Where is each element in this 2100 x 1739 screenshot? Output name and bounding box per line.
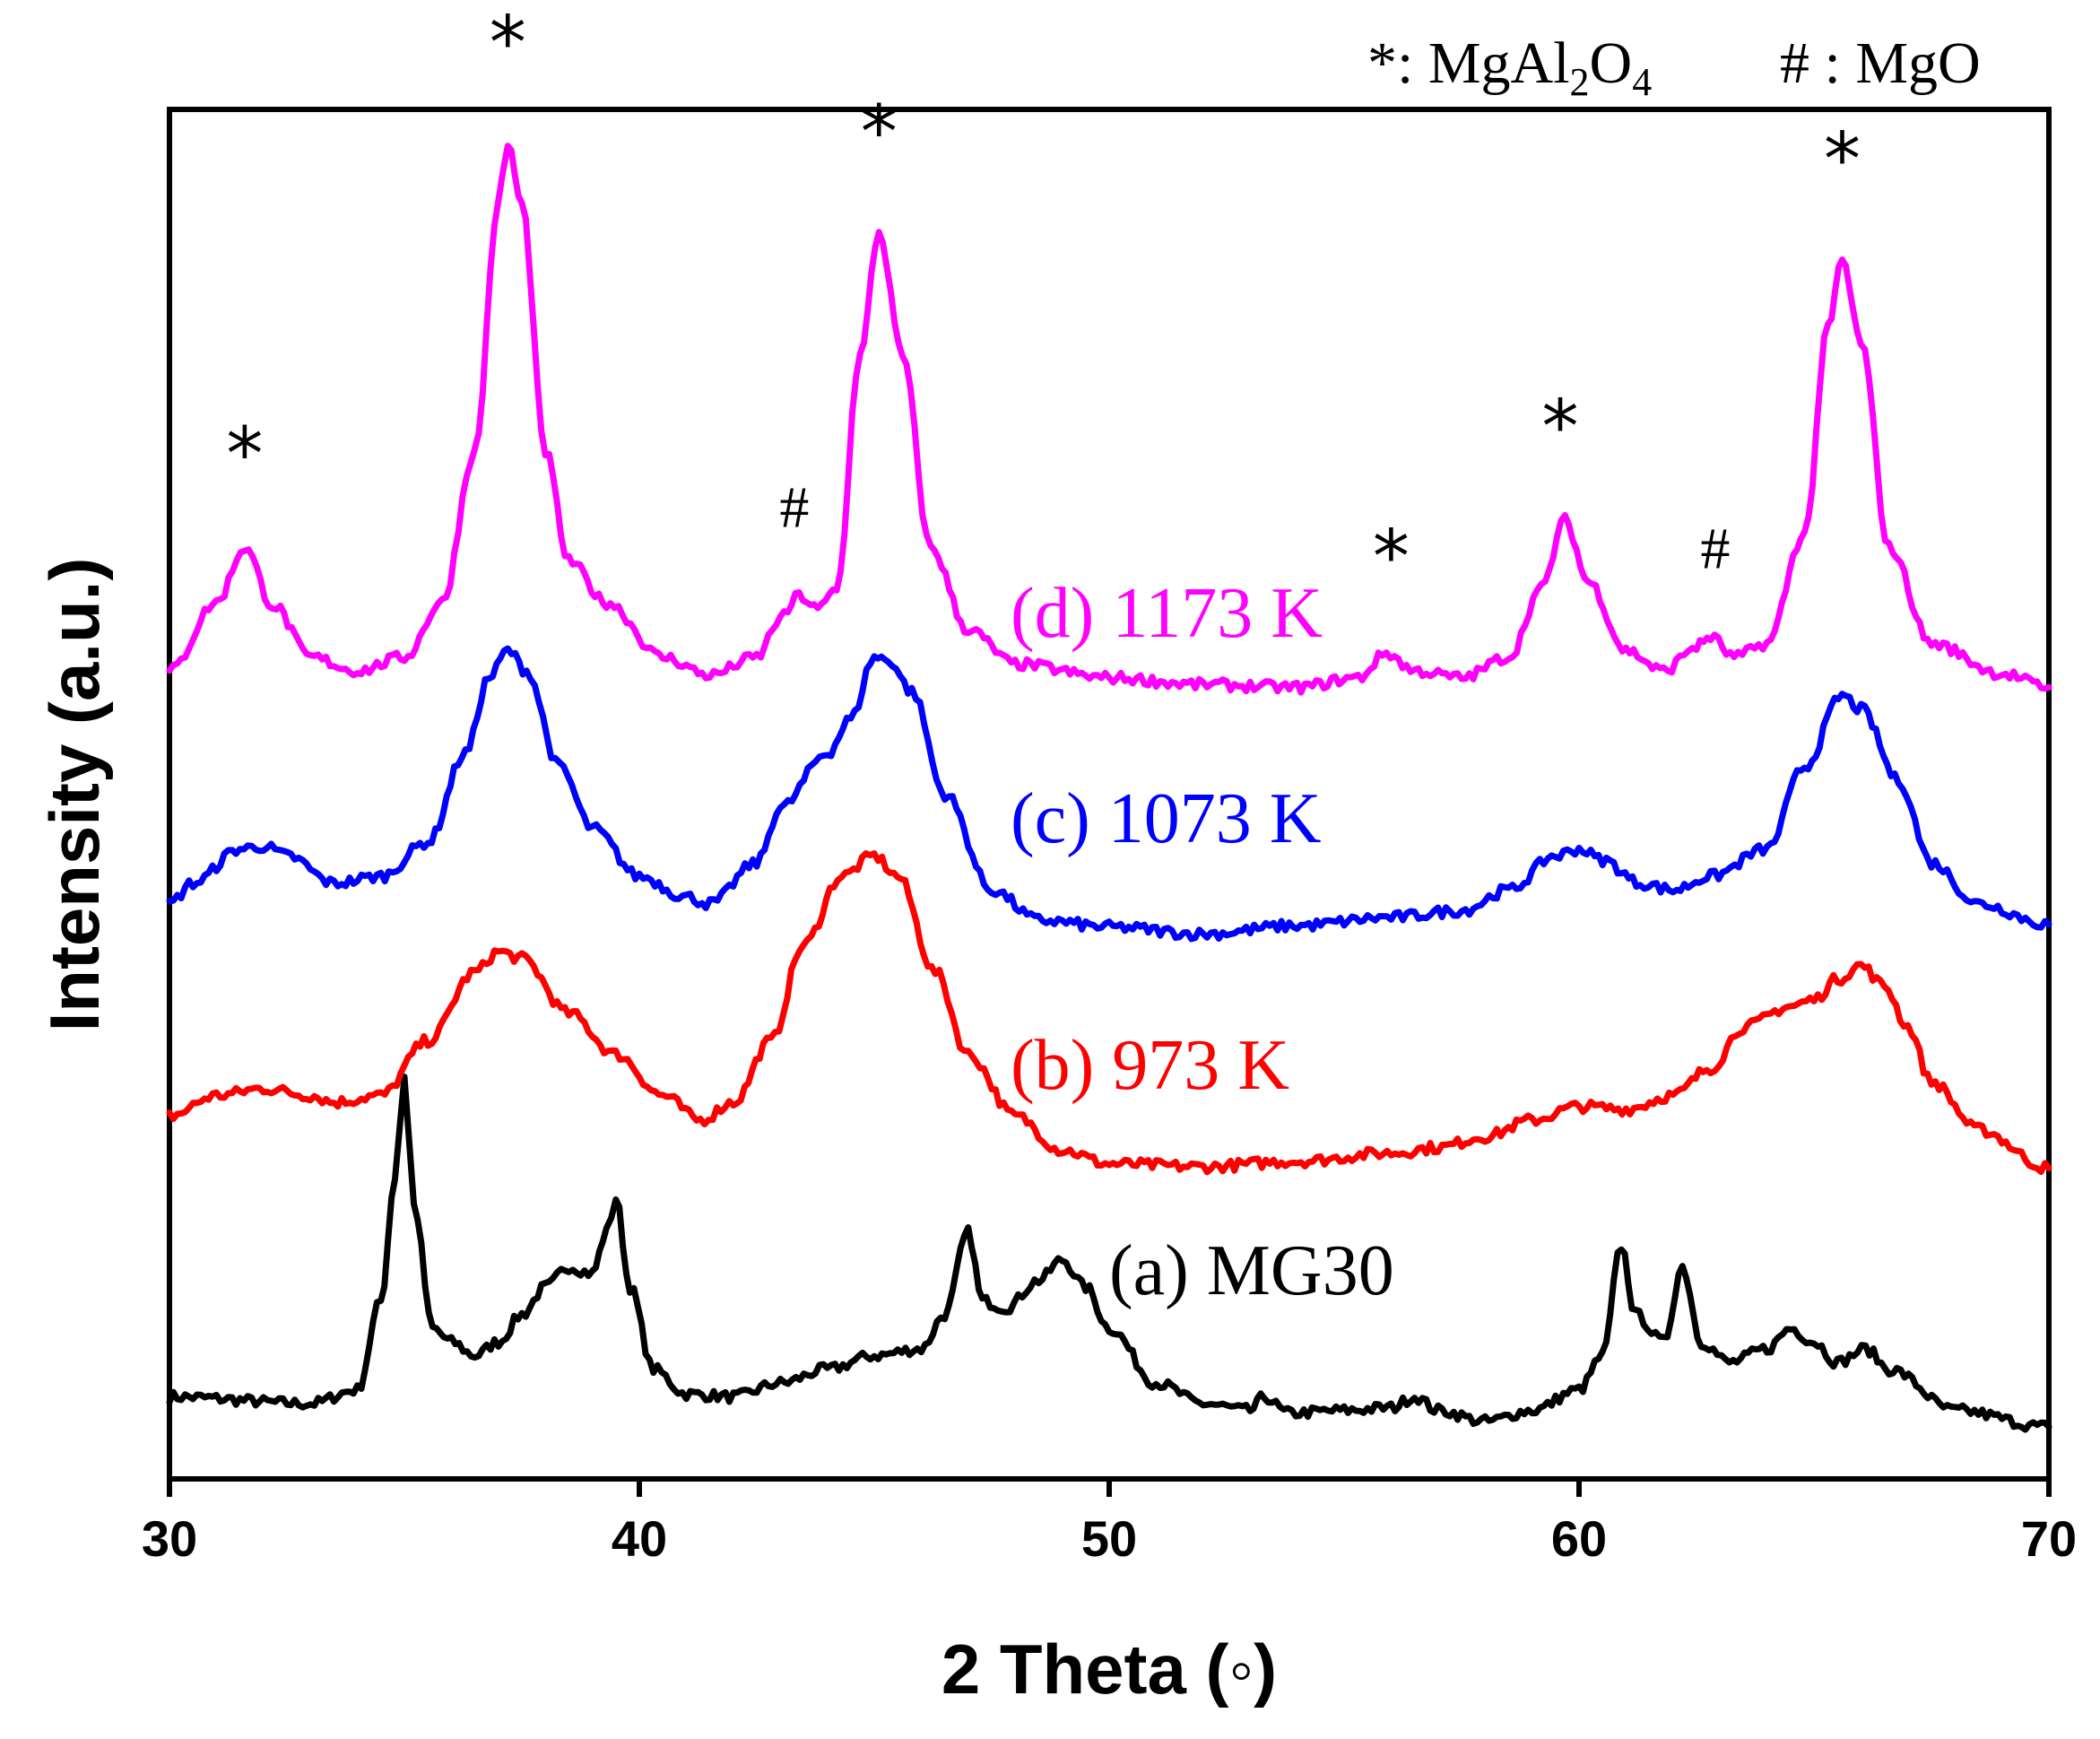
x-tick-label-50: 50 xyxy=(1081,1510,1137,1567)
y-axis-title: Intensity (a.u.) xyxy=(35,558,114,1032)
legend-mgal2o4-mgal: MgAl xyxy=(1428,30,1570,96)
series-line-d xyxy=(166,143,2052,696)
mgal2o4-peak-marker-4: * xyxy=(1542,385,1579,470)
mgo-peak-marker-7: # xyxy=(1700,517,1730,582)
mgal2o4-peak-marker-1: * xyxy=(490,1,526,86)
legend-mgal2o4-sep: : xyxy=(1397,30,1428,96)
series-label-layer: (a) MG30 (b) 973 K (c) 1073 K (d) 1173 K xyxy=(1011,574,1394,1310)
mgal2o4-peak-marker-0: * xyxy=(226,412,263,497)
series-label-a: (a) MG30 xyxy=(1109,1231,1394,1310)
legend-mgo: # : MgO xyxy=(1780,30,1981,96)
mgo-peak-marker-6: # xyxy=(779,475,809,541)
mgal2o4-peak-marker-2: * xyxy=(861,90,898,175)
mgal2o4-peak-marker-5: * xyxy=(1824,117,1861,203)
legend-mgo-formula: MgO xyxy=(1855,30,1980,96)
legend-mgo-sep: : xyxy=(1809,30,1855,96)
legend-mgal2o4-o: O xyxy=(1590,30,1633,96)
x-tick-label-60: 60 xyxy=(1551,1510,1607,1567)
series-label-b: (b) 973 K xyxy=(1011,1026,1289,1105)
legend-mgal2o4-sub4: 4 xyxy=(1632,60,1652,104)
x-tick-label-70: 70 xyxy=(2021,1510,2077,1567)
series-line-a xyxy=(166,1074,2052,1433)
legend-mgal2o4: *: MgAl2O4 xyxy=(1367,30,1652,104)
x-tick-label-30: 30 xyxy=(142,1510,197,1567)
series-line-b xyxy=(166,850,2052,1176)
series-label-d: (d) 1173 K xyxy=(1011,574,1323,653)
legend-mgal2o4-symbol: * xyxy=(1367,30,1397,96)
legend-mgal2o4-sub2: 2 xyxy=(1570,60,1590,104)
series-label-c: (c) 1073 K xyxy=(1011,779,1322,858)
legend-mgo-symbol: # xyxy=(1780,30,1809,96)
series-line-c xyxy=(166,645,2052,943)
x-axis-title: 2 Theta (◦) xyxy=(942,1630,1277,1709)
series-layer xyxy=(166,143,2052,1433)
x-tick-layer: 30 40 50 60 70 xyxy=(142,1479,2077,1567)
x-tick-label-40: 40 xyxy=(612,1510,667,1567)
mgal2o4-peak-marker-3: * xyxy=(1373,515,1410,600)
peak-marker-layer: ******## xyxy=(226,1,1861,600)
